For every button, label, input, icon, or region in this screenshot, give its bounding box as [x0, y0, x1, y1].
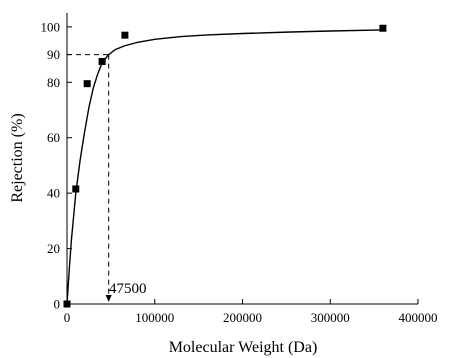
data-point-marker — [63, 300, 71, 308]
y-tick-label: 80 — [47, 75, 60, 90]
y-tick-label: 90 — [47, 47, 60, 62]
cutoff-label: 47500 — [109, 281, 147, 297]
data-point-marker — [379, 24, 387, 32]
x-tick-label: 400000 — [399, 310, 438, 325]
data-point-marker — [83, 80, 91, 88]
x-tick-label: 0 — [64, 310, 71, 325]
x-axis-ticks: 0 100000 200000 300000 400000 — [64, 299, 438, 325]
x-axis-title: Molecular Weight (Da) — [169, 339, 318, 356]
y-tick-label: 40 — [47, 186, 60, 201]
y-tick-label: 100 — [41, 19, 61, 34]
x-tick-label: 300000 — [311, 310, 350, 325]
x-tick-label: 200000 — [223, 310, 262, 325]
y-axis-ticks: 0 20 40 60 80 90 100 — [41, 19, 72, 312]
fit-curve-line — [66, 29, 383, 305]
cutoff-arrowhead — [105, 295, 112, 302]
data-point-marker — [98, 58, 106, 65]
y-tick-label: 60 — [47, 130, 60, 145]
plot-frame — [66, 13, 418, 305]
x-tick-label: 100000 — [135, 310, 174, 325]
data-points — [63, 24, 387, 308]
data-point-marker — [121, 31, 129, 39]
cutoff-guides — [67, 54, 112, 302]
y-tick-label: 20 — [47, 241, 60, 256]
y-axis-title: Rejection (%) — [9, 113, 26, 202]
data-point-marker — [72, 185, 80, 193]
y-tick-label: 0 — [54, 297, 61, 312]
